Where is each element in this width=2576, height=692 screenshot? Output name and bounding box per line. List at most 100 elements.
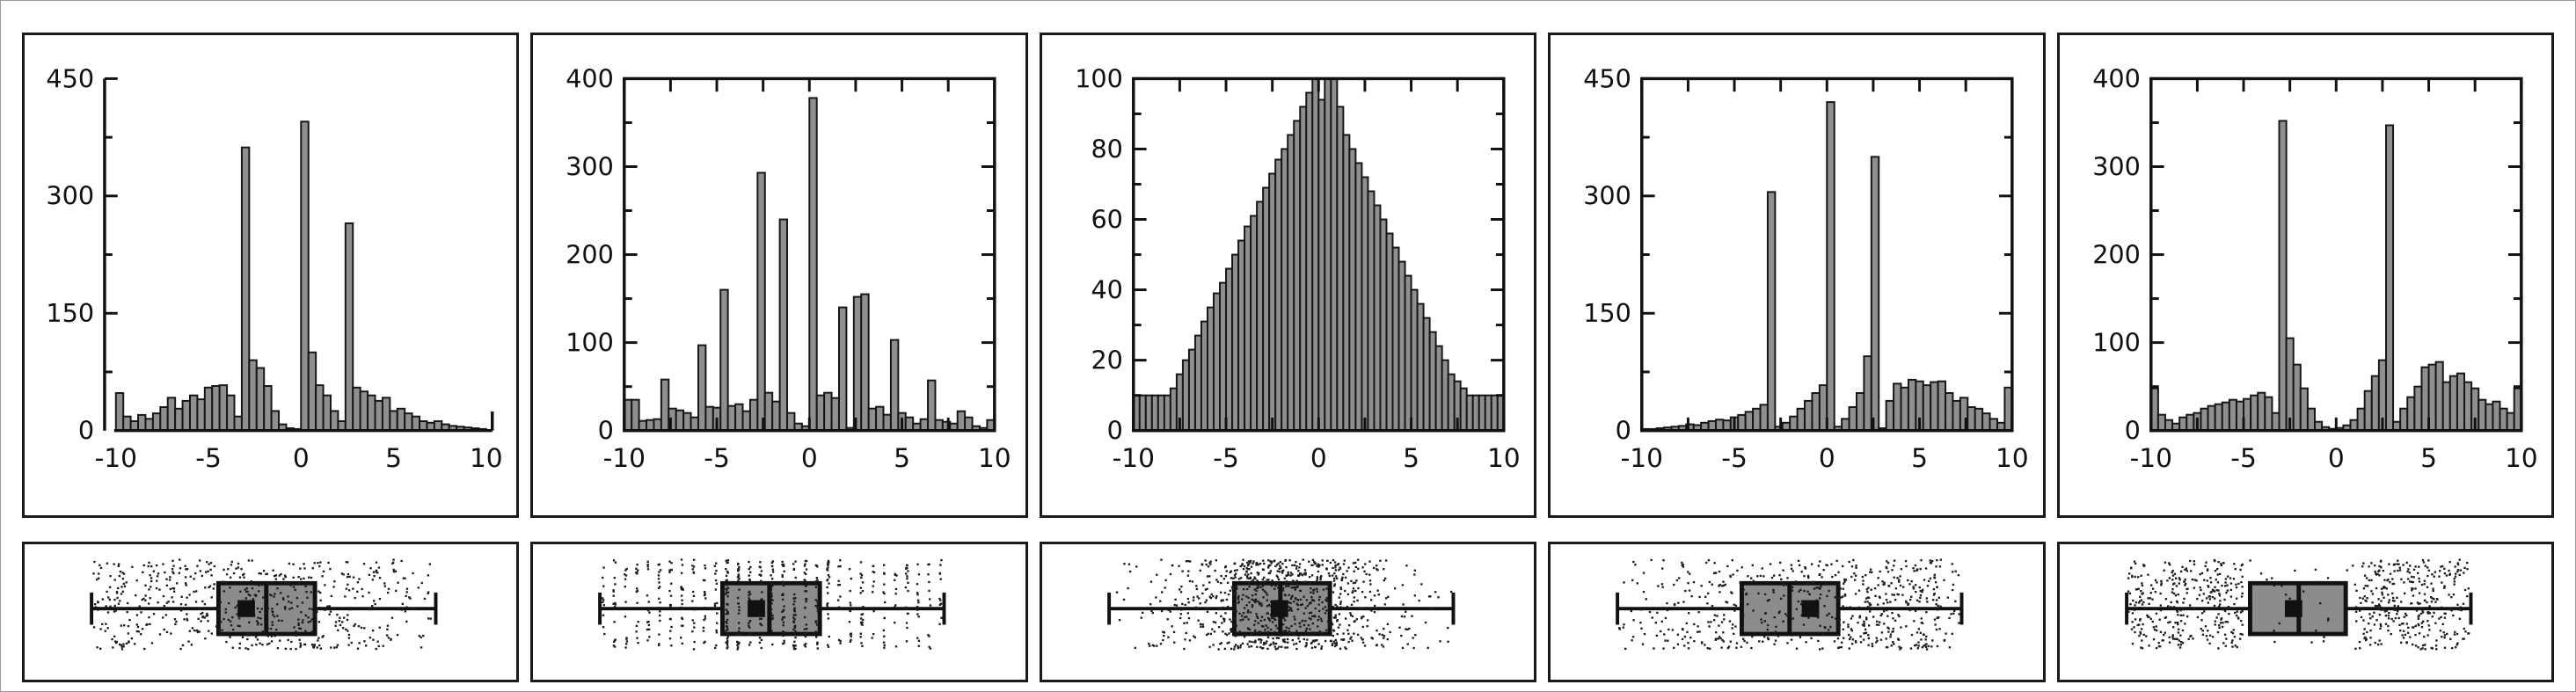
histogram-svg: 0 20 40 60 80 100 -10 -5 0 5 10 bbox=[1075, 63, 1521, 473]
histogram-bar bbox=[2263, 396, 2273, 432]
histogram-bar bbox=[300, 120, 310, 432]
histogram-bar bbox=[367, 394, 376, 432]
mean-marker bbox=[237, 600, 255, 617]
histogram-bar bbox=[682, 412, 692, 432]
boxplot-panel-1 bbox=[22, 541, 520, 682]
histogram-bar bbox=[1385, 232, 1394, 432]
histogram-bar bbox=[255, 367, 266, 432]
histogram-bar bbox=[830, 397, 841, 432]
tick-label: 5 bbox=[1403, 442, 1419, 473]
jitter-points bbox=[602, 557, 944, 651]
histogram-bar bbox=[1255, 200, 1264, 432]
histogram-bar bbox=[838, 306, 848, 432]
tick-label: 400 bbox=[566, 63, 615, 93]
histogram-bar bbox=[2441, 381, 2451, 432]
jitter-points bbox=[2127, 558, 2470, 651]
tick-label: 300 bbox=[2092, 151, 2141, 181]
histogram-panel-4: 0 150 300 450 -10 -5 0 5 10 bbox=[1548, 33, 2046, 518]
histogram-bar bbox=[218, 384, 229, 432]
histogram-bar bbox=[181, 399, 191, 432]
histogram-bar bbox=[2221, 401, 2230, 432]
tick-label: -10 bbox=[2129, 442, 2171, 473]
histogram-bar bbox=[1163, 394, 1171, 432]
histogram-bar bbox=[1273, 158, 1282, 432]
histogram-bar bbox=[1367, 190, 1376, 432]
histogram-bar bbox=[2499, 407, 2508, 432]
histogram-bar bbox=[1490, 394, 1499, 432]
histogram-bar bbox=[1981, 412, 1991, 432]
tick-label: 10 bbox=[1487, 442, 1521, 473]
histogram-bar bbox=[786, 412, 796, 432]
histogram-bar bbox=[2200, 407, 2209, 432]
histogram-bar bbox=[1811, 392, 1821, 432]
histogram-bar bbox=[1281, 148, 1289, 432]
histogram-bar bbox=[1752, 407, 1762, 432]
tick-label: 100 bbox=[2092, 328, 2141, 358]
histogram-bars bbox=[1641, 101, 2014, 432]
histogram-bar bbox=[1908, 378, 1917, 432]
histogram-bar bbox=[1422, 317, 1431, 432]
histogram-bar bbox=[1989, 418, 1999, 432]
histogram-bar bbox=[1441, 359, 1449, 432]
histogram-bar bbox=[1299, 106, 1308, 432]
histogram-bar bbox=[2256, 391, 2266, 432]
histogram-bar bbox=[1900, 386, 1910, 432]
histogram-bar bbox=[1391, 246, 1400, 432]
histogram-bar bbox=[690, 416, 700, 432]
histogram-bar bbox=[411, 415, 421, 432]
histogram-bar bbox=[2349, 419, 2359, 432]
histogram-bar bbox=[1893, 382, 1902, 432]
tick-label: -10 bbox=[603, 442, 646, 473]
histogram-bar bbox=[1841, 418, 1850, 432]
histogram-bar bbox=[920, 418, 930, 432]
histogram-bar bbox=[853, 295, 863, 432]
histogram-axes: 0 150 300 450 -10 -5 0 5 10 bbox=[1583, 63, 2028, 473]
histogram-bar bbox=[2299, 387, 2309, 432]
histogram-bar bbox=[1789, 415, 1799, 432]
histogram-bar bbox=[344, 222, 354, 432]
boxplot-svg bbox=[1106, 558, 1456, 651]
histogram-bar bbox=[2434, 361, 2444, 432]
histogram-svg: 0 150 300 450 -10 -5 0 5 10 bbox=[46, 63, 502, 473]
histogram-bar bbox=[808, 97, 819, 432]
histogram-bar bbox=[2156, 413, 2166, 432]
histogram-bar bbox=[322, 394, 332, 432]
histogram-bar bbox=[2398, 407, 2408, 432]
histogram-bar bbox=[1465, 394, 1474, 432]
histogram-bar bbox=[631, 398, 641, 432]
tick-label: 5 bbox=[385, 442, 402, 473]
histogram-bar bbox=[1715, 419, 1725, 432]
tick-label: 150 bbox=[46, 298, 94, 328]
histogram-bar bbox=[1952, 399, 1962, 432]
histogram-bar bbox=[1218, 281, 1227, 432]
tick-label: 0 bbox=[293, 442, 310, 473]
histogram-bar bbox=[1187, 348, 1196, 432]
histogram-bar bbox=[188, 394, 199, 432]
histogram-bar bbox=[1767, 191, 1777, 432]
tick-label: -10 bbox=[1112, 442, 1154, 473]
histogram-bar bbox=[396, 407, 406, 432]
tick-label: 60 bbox=[1091, 204, 1122, 234]
histogram-bar bbox=[203, 386, 214, 432]
histogram-axes: 0 100 200 300 400 -10 -5 0 5 10 bbox=[2092, 63, 2537, 473]
histogram-bar bbox=[196, 398, 206, 432]
histogram-bar bbox=[166, 397, 177, 432]
histogram-bar bbox=[816, 394, 826, 432]
tick-label: -10 bbox=[95, 442, 137, 473]
histogram-bar bbox=[697, 344, 707, 432]
histogram-bar bbox=[2178, 416, 2187, 432]
histogram-bar bbox=[389, 410, 398, 432]
histogram-bar bbox=[727, 404, 737, 432]
boxplot-panel-5 bbox=[2056, 541, 2555, 682]
tick-label: 10 bbox=[2505, 442, 2538, 473]
histogram-bar bbox=[1212, 292, 1221, 432]
histogram-bar bbox=[2271, 412, 2280, 432]
histogram-bars bbox=[2149, 120, 2522, 432]
histogram-bar bbox=[1267, 172, 1276, 432]
histogram-bar bbox=[2456, 372, 2465, 432]
histogram-bar bbox=[1434, 345, 1443, 432]
histogram-bar bbox=[1169, 387, 1178, 432]
histogram-bar bbox=[2292, 363, 2302, 432]
histogram-bar bbox=[2164, 419, 2173, 432]
histogram-bar bbox=[1249, 215, 1258, 432]
